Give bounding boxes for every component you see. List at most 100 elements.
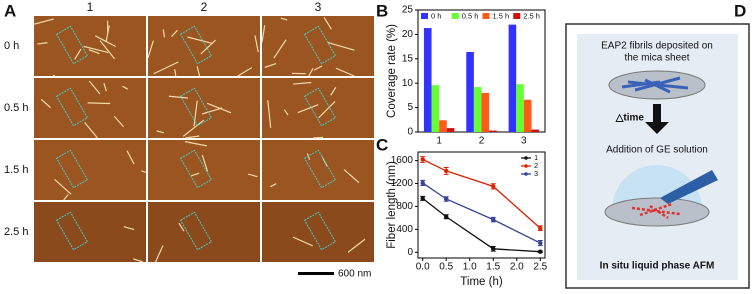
- fibril: [168, 95, 189, 99]
- fibril: [330, 86, 337, 96]
- fibril: [308, 68, 314, 77]
- fibril: [270, 183, 277, 188]
- fibril: [155, 245, 164, 263]
- row-label: 0 h: [4, 40, 19, 52]
- fibril: [178, 222, 185, 232]
- highlight-box: [303, 211, 337, 251]
- afm-image: [148, 140, 260, 200]
- highlight-box: [55, 211, 89, 251]
- bar: [446, 128, 455, 132]
- fibril: [185, 135, 200, 139]
- legend-swatch: [421, 13, 428, 19]
- bar: [423, 28, 432, 132]
- droplet: [612, 165, 702, 210]
- fibril: [105, 25, 110, 43]
- diagram-text: △time: [615, 113, 645, 124]
- fibril: [201, 107, 223, 115]
- series-line: [422, 182, 541, 244]
- fibril: [297, 104, 319, 114]
- legend-marker: [524, 156, 528, 160]
- panel-label: B: [376, 1, 388, 20]
- fibril: [40, 98, 51, 109]
- afm-image: [262, 78, 374, 138]
- fibril: [141, 170, 147, 174]
- arrow: [645, 122, 669, 134]
- afm-image: [34, 140, 146, 200]
- highlight-box: [179, 211, 213, 251]
- fibril: [162, 29, 166, 38]
- highlight-box: [55, 149, 89, 189]
- fibril: [267, 100, 272, 128]
- afm-image: [34, 16, 146, 76]
- highlight-box: [179, 87, 213, 127]
- legend-label: 2.5 h: [523, 11, 540, 20]
- afm-image: [262, 140, 374, 200]
- series-line: [422, 197, 541, 253]
- fibril: [313, 65, 323, 71]
- point: [444, 168, 449, 174]
- fibril: [94, 35, 116, 48]
- fibril: [327, 41, 355, 51]
- scale-bar-label: 600 nm: [338, 269, 371, 280]
- afm-image: [148, 78, 260, 138]
- x-tick-label: 2.0: [510, 262, 524, 273]
- bar: [531, 129, 540, 132]
- y-tick-label: 20: [402, 29, 414, 40]
- fibril: [247, 173, 258, 178]
- bar: [508, 24, 517, 132]
- bar: [473, 87, 482, 132]
- point: [491, 246, 496, 252]
- legend-swatch: [513, 13, 521, 19]
- row-label: 0.5 h: [4, 102, 28, 114]
- fibril: [84, 121, 98, 139]
- y-tick-label: 25: [402, 5, 414, 16]
- fibril: [99, 40, 116, 60]
- fibril: [88, 80, 101, 95]
- x-tick-label: 3: [521, 136, 527, 147]
- fibril: [206, 102, 232, 114]
- fibril: [313, 136, 324, 139]
- panel-label: A: [4, 1, 16, 20]
- highlight-box: [179, 149, 213, 189]
- y-tick-label: 1200: [391, 178, 414, 189]
- fibril: [273, 39, 287, 59]
- legend-marker: [524, 172, 528, 176]
- y-axis-label: Fiber length (nm): [386, 161, 398, 249]
- fibril: [170, 29, 179, 38]
- fibril: [103, 83, 107, 92]
- point: [420, 157, 425, 162]
- fibril: [293, 81, 312, 85]
- fibril: [280, 17, 288, 21]
- y-tick-label: 1600: [391, 155, 414, 166]
- fibril: [153, 61, 179, 75]
- fibrils: [621, 76, 689, 94]
- diagram-text: In situ liquid phase AFM: [600, 261, 715, 272]
- fibril: [63, 194, 69, 201]
- legend-label: 2: [534, 161, 538, 170]
- afm-image: [262, 202, 374, 262]
- panel-label: D: [734, 1, 746, 20]
- fibril: [191, 172, 200, 177]
- point: [420, 180, 425, 186]
- bar: [439, 120, 447, 132]
- fibril: [187, 36, 214, 45]
- point: [444, 196, 449, 202]
- afm-image: [262, 16, 374, 76]
- fibril: [113, 115, 125, 128]
- y-tick-label: 0: [407, 127, 413, 138]
- y-tick-label: 5: [407, 102, 413, 113]
- y-tick-label: 0: [407, 247, 413, 258]
- row-label: 2.5 h: [4, 226, 28, 238]
- row-label: 1.5 h: [4, 164, 28, 176]
- scale-bar: [298, 272, 334, 275]
- x-tick-label: 1.0: [463, 262, 477, 273]
- fibril: [184, 141, 208, 147]
- fibril: [123, 226, 135, 231]
- fibril: [33, 18, 54, 25]
- fibril: [83, 45, 109, 54]
- legend-label: 0.5 h: [462, 11, 479, 20]
- legend-label: 0 h: [431, 11, 441, 20]
- legend-label: 3: [534, 169, 538, 178]
- arrow: [653, 104, 661, 122]
